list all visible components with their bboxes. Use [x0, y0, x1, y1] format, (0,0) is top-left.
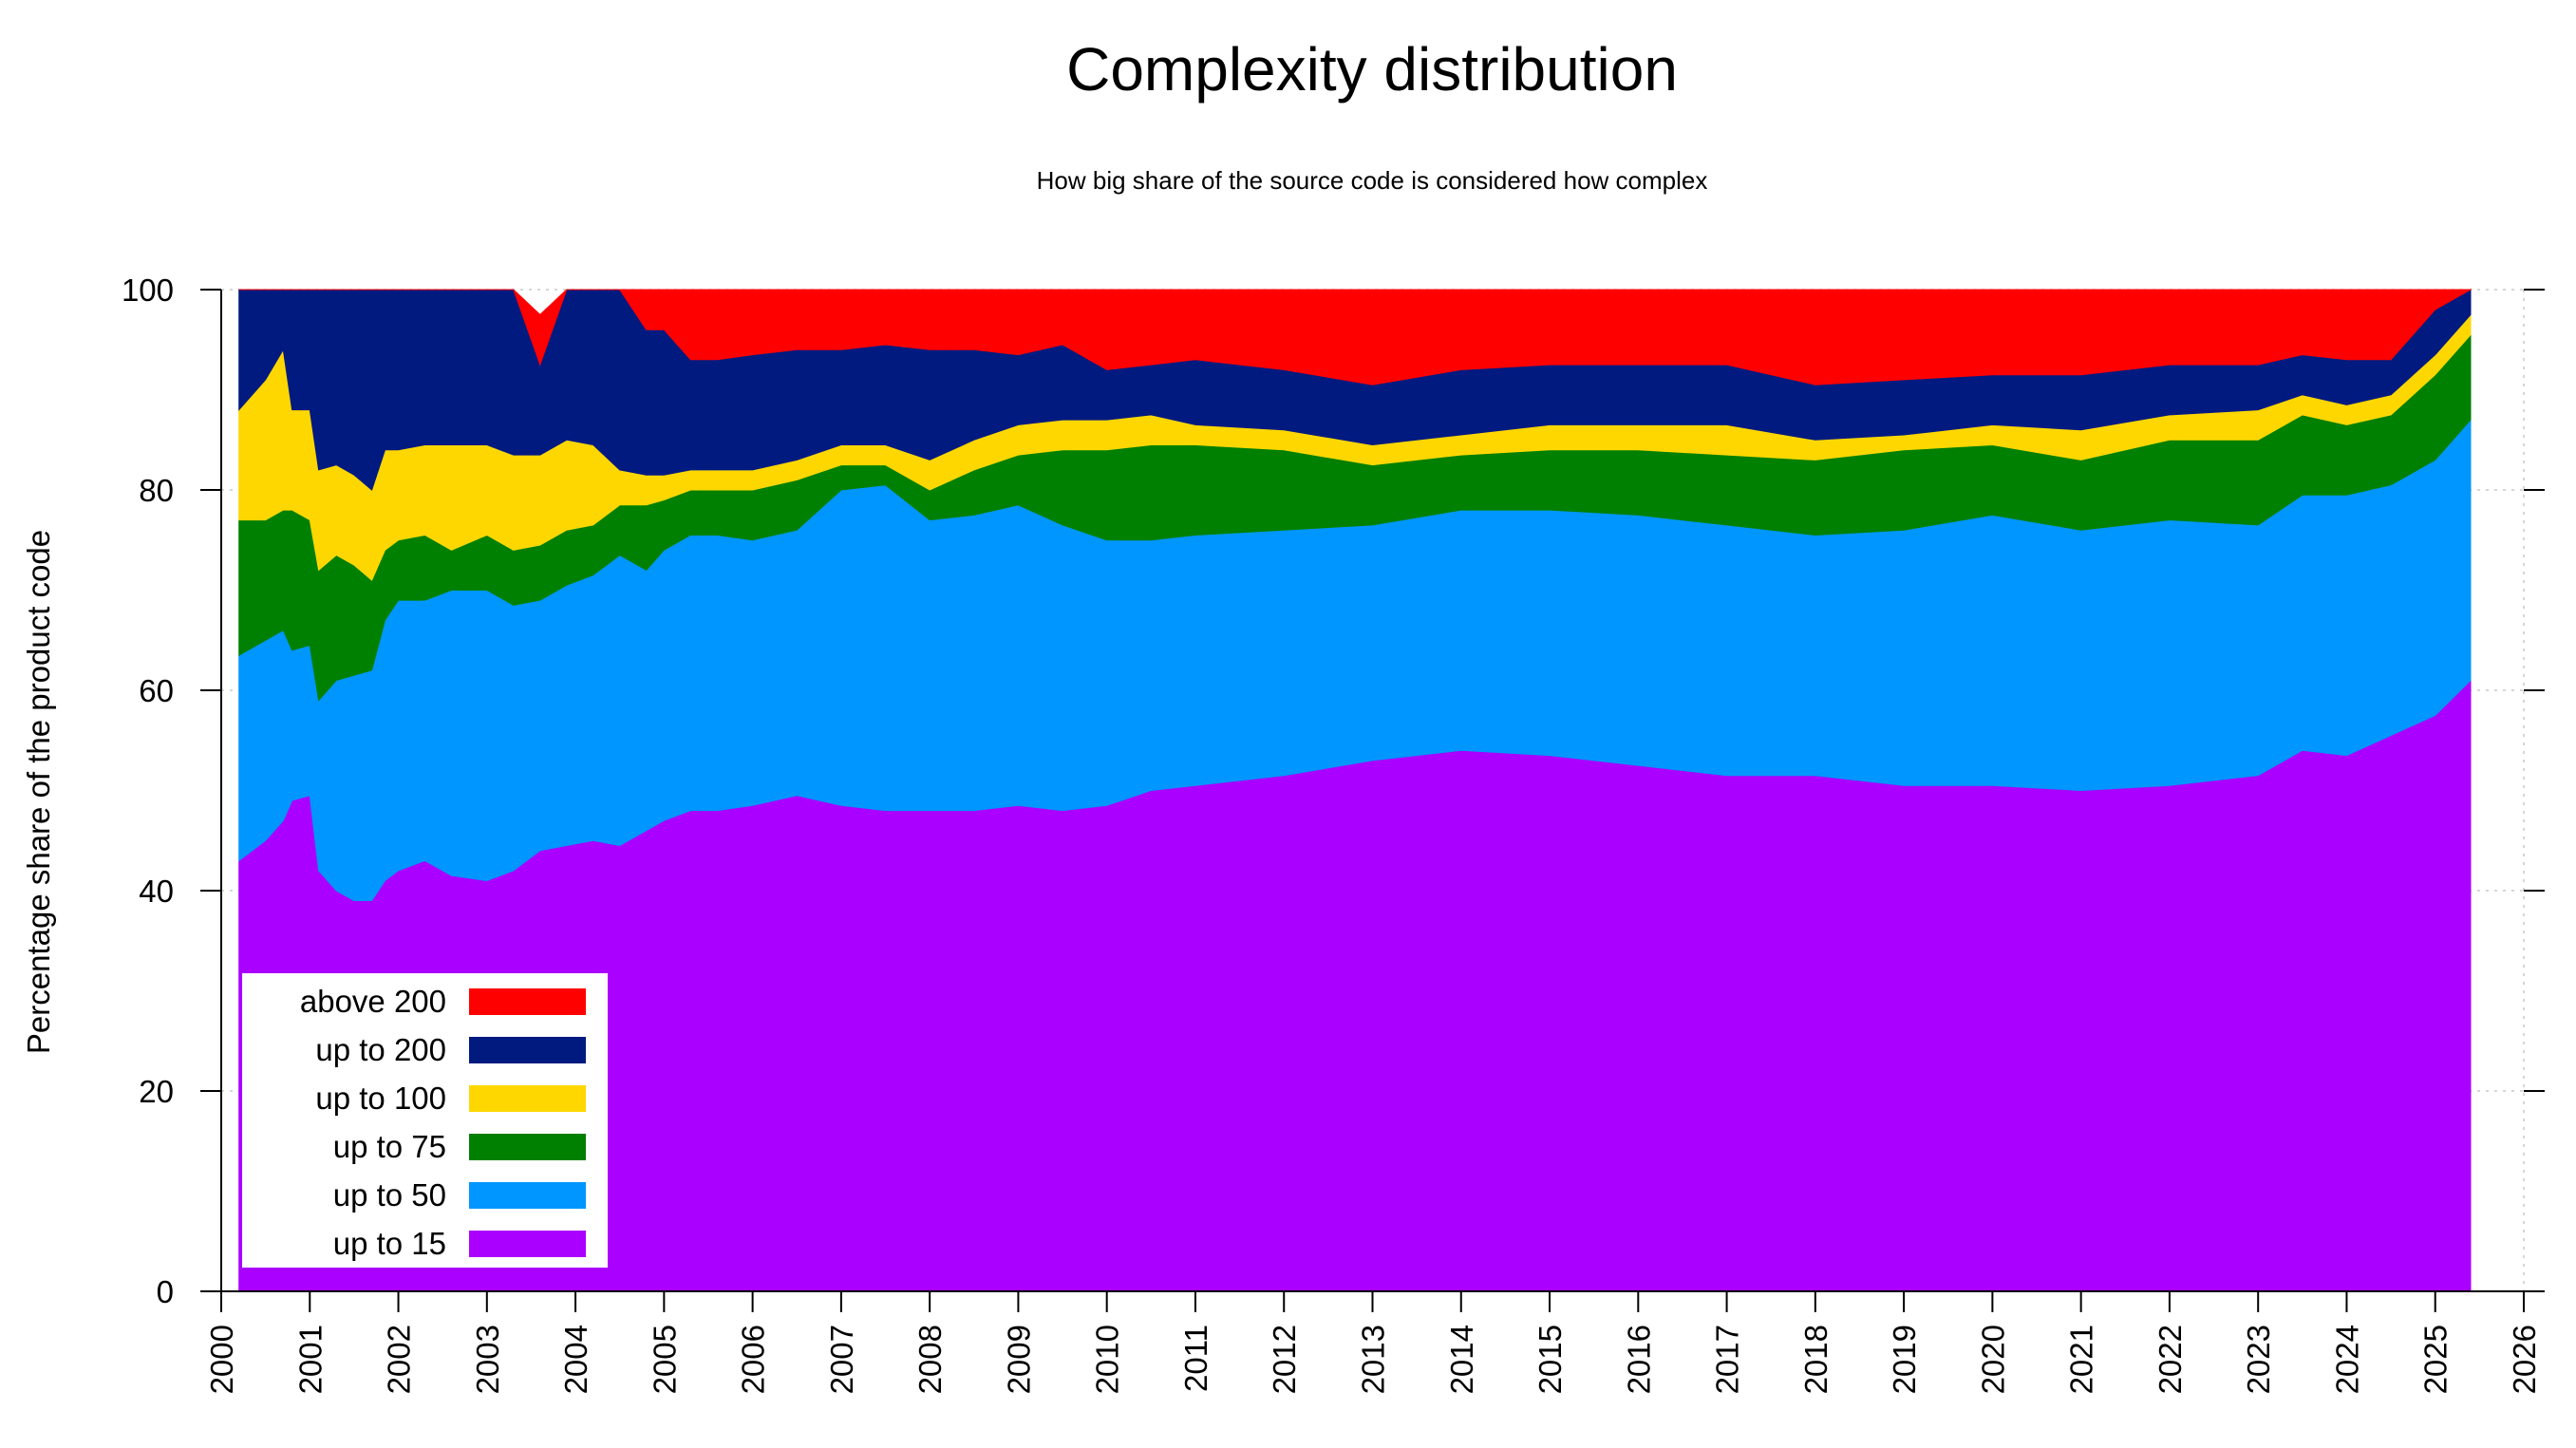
x-tick-label: 2021: [2064, 1325, 2099, 1394]
x-tick-label: 2026: [2507, 1325, 2542, 1394]
x-tick-label: 2019: [1887, 1325, 1922, 1394]
legend-box: [242, 973, 608, 1268]
x-tick-label: 2016: [1621, 1325, 1656, 1394]
y-axis-label: Percentage share of the product code: [21, 530, 56, 1054]
y-tick-label: 40: [139, 874, 174, 909]
series-area-above-200: [238, 289, 2473, 386]
y-tick-label: 20: [139, 1074, 174, 1109]
x-tick-label: 2000: [204, 1325, 239, 1394]
x-tick-label: 2003: [470, 1325, 505, 1394]
legend-swatch: [469, 1231, 586, 1257]
x-tick-label: 2017: [1710, 1325, 1745, 1394]
x-tick-label: 2002: [382, 1325, 417, 1394]
legend-swatch: [469, 988, 586, 1015]
x-tick-label: 2009: [1001, 1325, 1036, 1394]
x-tick-label: 2011: [1178, 1325, 1213, 1392]
axes: 0 20 40 60 80 100 2000 2001 2002 2003 2004 2005 2006…: [122, 273, 2545, 1394]
y-tick-label: 80: [139, 473, 174, 508]
x-tick-label: 2007: [824, 1325, 859, 1394]
legend-label: up to 15: [333, 1226, 446, 1261]
x-tick-label: 2018: [1798, 1325, 1833, 1394]
x-tick-label: 2006: [736, 1325, 771, 1394]
legend-swatch: [469, 1085, 586, 1112]
x-tick-label: 2010: [1090, 1325, 1125, 1394]
stacked-areas: [238, 289, 2473, 1292]
legend: above 200 up to 200 up to 100 up to 75 up to…: [242, 973, 608, 1268]
y-tick-label: 100: [122, 273, 174, 308]
x-tick-label: 2004: [558, 1325, 593, 1394]
x-tick-label: 2020: [1975, 1325, 2010, 1394]
y-tick-label: 0: [157, 1274, 174, 1309]
legend-swatch: [469, 1182, 586, 1209]
x-tick-label: 2022: [2153, 1325, 2188, 1394]
chart-subtitle: How big share of the source code is cons…: [1037, 166, 1708, 195]
x-tick-label: 2001: [292, 1325, 328, 1394]
x-tick-label: 2012: [1267, 1325, 1302, 1394]
x-tick-label: 2013: [1356, 1325, 1391, 1394]
legend-label: up to 200: [315, 1032, 446, 1067]
legend-label: up to 50: [333, 1177, 446, 1213]
x-tick-label: 2024: [2330, 1325, 2365, 1394]
legend-label: above 200: [300, 984, 446, 1019]
x-tick-label: 2015: [1532, 1325, 1568, 1394]
legend-swatch: [469, 1037, 586, 1063]
y-tick-label: 60: [139, 673, 174, 708]
x-tick-label: 2014: [1444, 1325, 1479, 1394]
x-tick-label: 2025: [2418, 1325, 2454, 1394]
x-tick-label: 2023: [2241, 1325, 2276, 1394]
legend-swatch: [469, 1134, 586, 1160]
chart-title: Complexity distribution: [1066, 35, 1678, 103]
legend-label: up to 75: [333, 1129, 446, 1164]
x-tick-label: 2005: [647, 1325, 682, 1394]
legend-label: up to 100: [315, 1081, 446, 1116]
x-tick-label: 2008: [912, 1325, 948, 1394]
